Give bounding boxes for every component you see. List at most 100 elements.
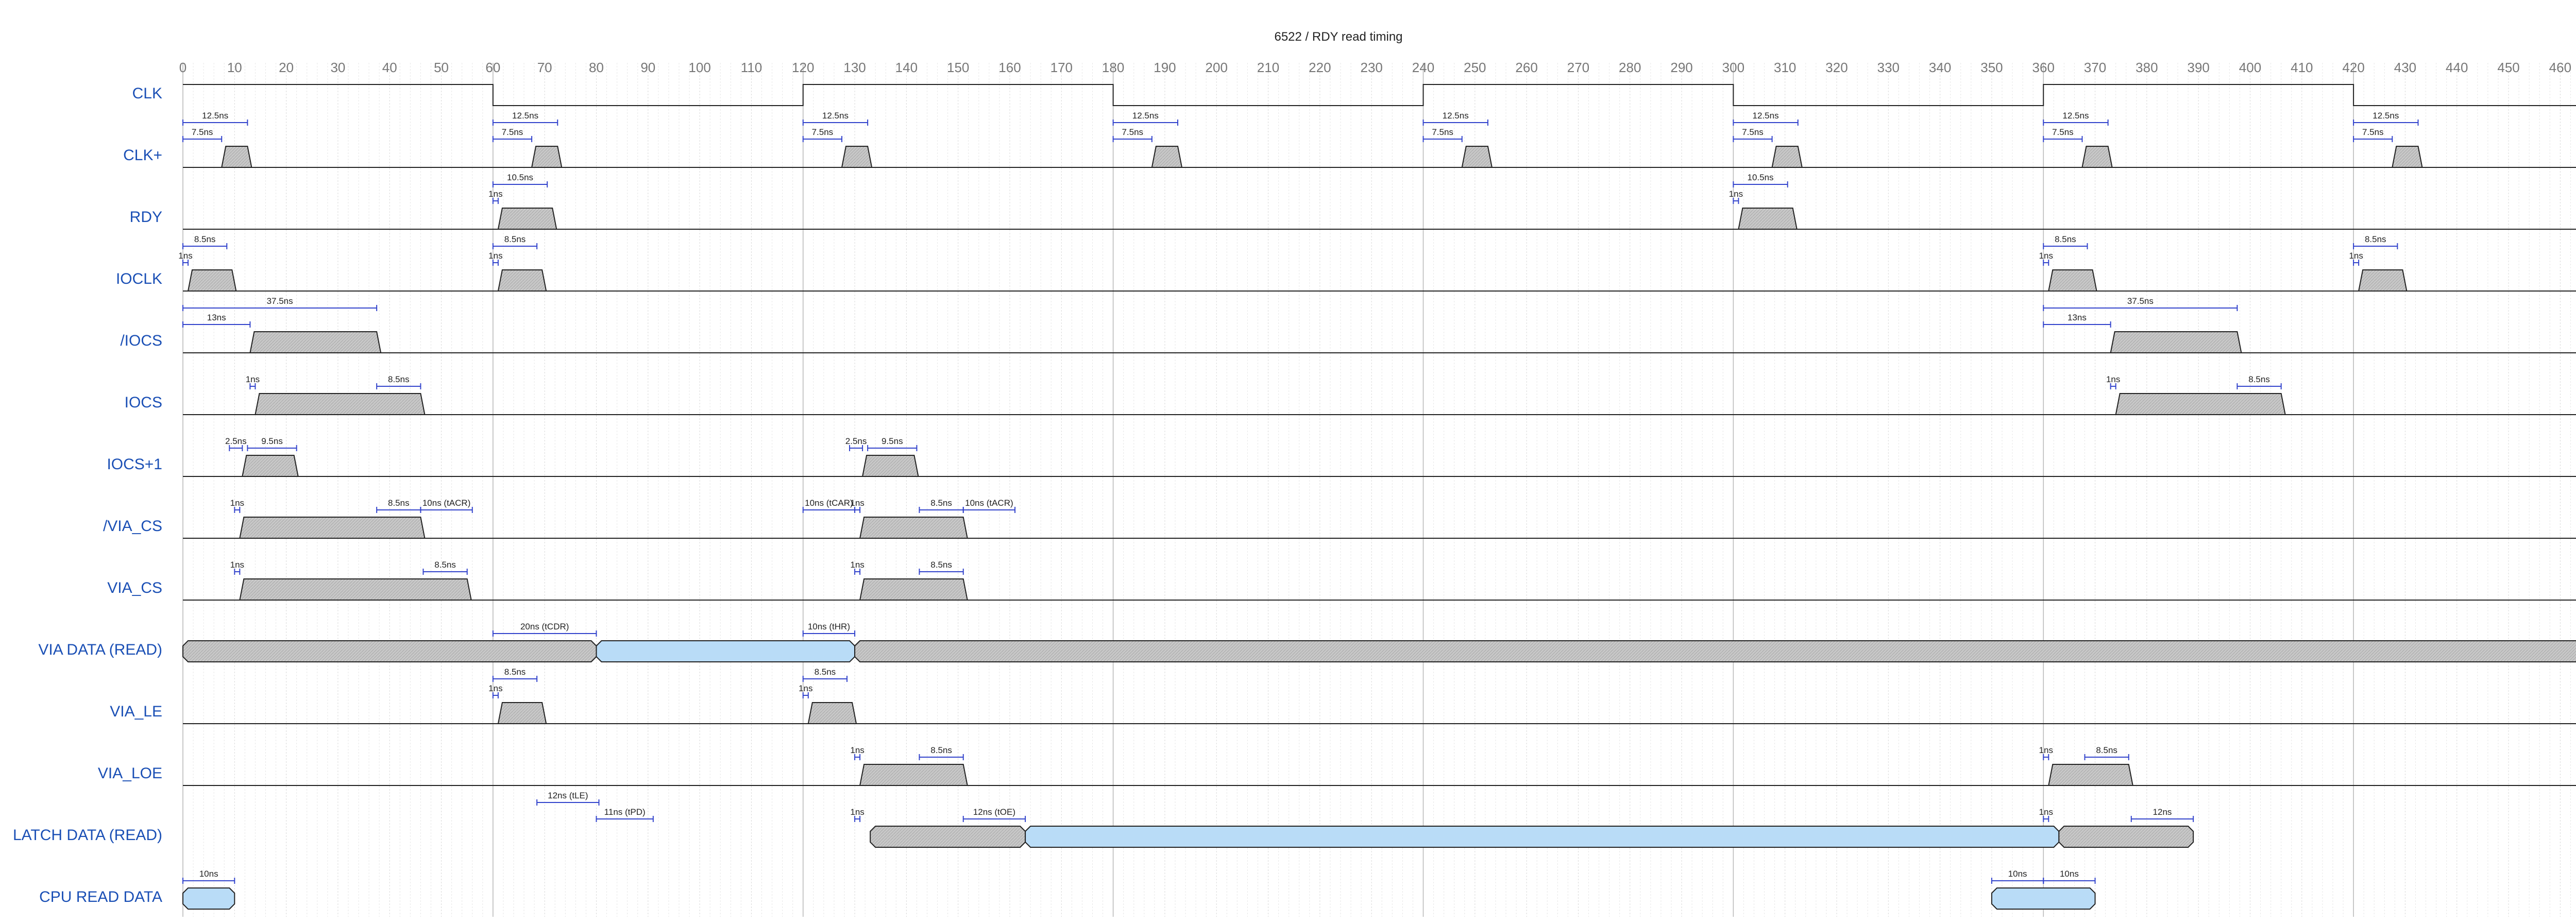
timing-label: 8.5ns: [930, 560, 952, 570]
signal-label: /IOCS: [120, 332, 162, 349]
signal-pulse: [531, 146, 563, 168]
timing-label: 10.5ns: [1748, 173, 1774, 182]
timing-label: 1ns: [1729, 189, 1743, 199]
axis-tick-label: 320: [1825, 60, 1848, 75]
signal-pulse: [255, 393, 426, 415]
axis-tick-label: 240: [1412, 60, 1434, 75]
axis-tick-label: 30: [330, 60, 345, 75]
axis-tick-label: 350: [1980, 60, 2003, 75]
signal-pulse: [2048, 269, 2097, 292]
axis-tick-label: 340: [1929, 60, 1951, 75]
signal-pulse: [859, 578, 968, 601]
axis-tick-label: 310: [1774, 60, 1796, 75]
timing-label: 12.5ns: [1443, 111, 1469, 121]
timing-label: 10ns: [199, 869, 218, 879]
timing-label: 10ns: [2060, 869, 2079, 879]
axis-tick-label: 150: [947, 60, 969, 75]
timing-label: 1ns: [2349, 251, 2363, 261]
timing-label: 12ns (tLE): [548, 791, 588, 800]
signal-label: /VIA_CS: [103, 518, 162, 535]
timing-label: 12ns (tOE): [973, 807, 1015, 817]
signal-pulse: [859, 517, 968, 539]
timing-label: 12.5ns: [822, 111, 849, 121]
signal-pulse: [1151, 146, 1183, 168]
signal-pulse: [497, 702, 547, 724]
axis-tick-label: 110: [741, 60, 762, 75]
timing-label: 12.5ns: [2372, 111, 2399, 121]
signal-pulse: [239, 578, 472, 601]
axis-tick-label: 130: [843, 60, 866, 75]
timing-label: 12.5ns: [2062, 111, 2089, 121]
axis-tick-label: 450: [2497, 60, 2519, 75]
axis-tick-label: 20: [279, 60, 294, 75]
axis-tick-label: 400: [2239, 60, 2261, 75]
signal-label: IOCS+1: [107, 456, 162, 473]
timing-label: 8.5ns: [434, 560, 456, 570]
clock-waveform: [183, 84, 2576, 106]
bus-segment: [182, 887, 235, 910]
axis-tick-label: 10: [227, 60, 242, 75]
axis-tick-label: 390: [2187, 60, 2209, 75]
signal-pulse: [1738, 208, 1798, 230]
axis-tick-label: 460: [2549, 60, 2571, 75]
timing-label: 7.5ns: [1122, 127, 1143, 137]
signal-pulse: [859, 764, 968, 786]
signal-pulse: [861, 455, 919, 477]
axis-tick-label: 50: [434, 60, 449, 75]
timing-label: 1ns: [799, 683, 812, 693]
timing-label: 1ns: [2039, 745, 2053, 755]
timing-label: 8.5ns: [388, 498, 410, 508]
signal-pulse: [2048, 764, 2133, 786]
axis-tick-label: 40: [382, 60, 397, 75]
axis-tick-label: 420: [2342, 60, 2364, 75]
timing-label: 7.5ns: [192, 127, 213, 137]
axis-tick-label: 410: [2291, 60, 2313, 75]
axis-tick-label: 120: [792, 60, 814, 75]
signal-pulse: [2081, 146, 2113, 168]
timing-label: 7.5ns: [2052, 127, 2074, 137]
timing-label: 1ns: [230, 560, 244, 570]
axis-tick-label: 280: [1619, 60, 1641, 75]
signal-label: VIA_CS: [107, 579, 162, 596]
timing-label: 12.5ns: [202, 111, 228, 121]
bus-segment: [596, 640, 856, 662]
timing-label: 12.5ns: [512, 111, 538, 121]
timing-label: 13ns: [207, 313, 226, 322]
axis-tick-label: 190: [1154, 60, 1176, 75]
timing-label: 10ns (tCAR): [805, 498, 853, 508]
timing-label: 10.5ns: [507, 173, 533, 182]
timing-label: 20ns (tCDR): [520, 622, 569, 631]
timing-label: 9.5ns: [261, 436, 283, 446]
timing-label: 8.5ns: [194, 234, 216, 244]
signal-pulse: [841, 146, 873, 168]
bus-segment: [854, 640, 2576, 662]
axis-tick-label: 0: [179, 60, 187, 75]
axis-tick-label: 70: [537, 60, 552, 75]
timing-label: 10ns (tHR): [808, 622, 850, 631]
signal-pulse: [187, 269, 237, 292]
timing-label: 2.5ns: [845, 436, 867, 446]
axis-tick-label: 250: [1464, 60, 1486, 75]
timing-label: 8.5ns: [2365, 234, 2386, 244]
signal-pulse: [239, 517, 426, 539]
timing-label: 7.5ns: [1432, 127, 1453, 137]
timing-label: 1ns: [488, 251, 502, 261]
timing-label: 1ns: [488, 683, 502, 693]
timing-label: 7.5ns: [1742, 127, 1764, 137]
timing-label: 1ns: [230, 498, 244, 508]
axis-tick-label: 160: [998, 60, 1021, 75]
timing-label: 12ns: [2153, 807, 2172, 817]
signal-pulse: [497, 208, 557, 230]
timing-label: 10ns (tACR): [422, 498, 471, 508]
signal-label: VIA_LOE: [98, 765, 162, 782]
signal-label: CLK: [132, 85, 162, 102]
axis-tick-label: 180: [1102, 60, 1124, 75]
timing-label: 1ns: [2106, 374, 2120, 384]
timing-label: 1ns: [2039, 251, 2053, 261]
timing-label: 1ns: [488, 189, 502, 199]
bus-segment: [870, 826, 1026, 848]
signal-label: IOCS: [125, 394, 162, 411]
axis-tick-label: 370: [2084, 60, 2106, 75]
axis-tick-label: 360: [2032, 60, 2055, 75]
